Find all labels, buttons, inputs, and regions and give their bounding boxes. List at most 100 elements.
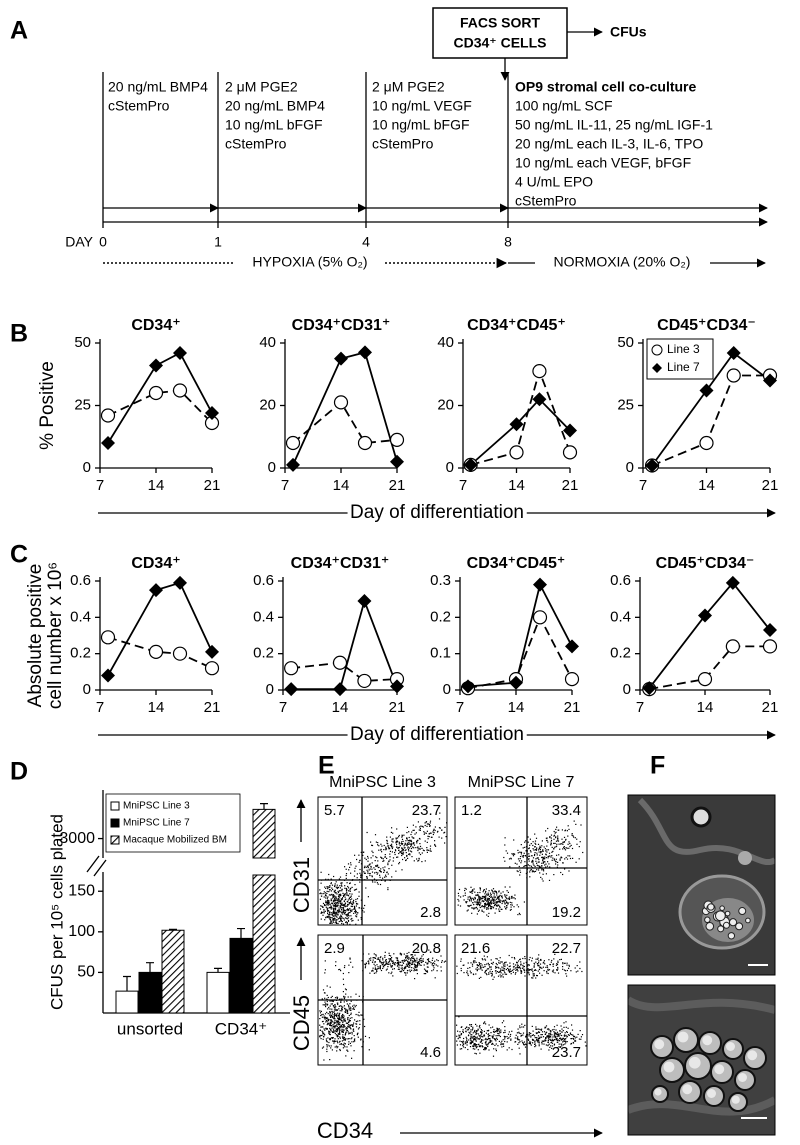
event-dot xyxy=(488,903,490,905)
event-dot xyxy=(512,853,514,856)
event-dot xyxy=(568,967,570,969)
event-dot xyxy=(344,1033,347,1035)
event-dot xyxy=(517,1036,519,1038)
event-dot xyxy=(336,906,338,908)
event-dot xyxy=(550,961,552,963)
event-dot xyxy=(470,1029,472,1031)
event-dot xyxy=(558,843,560,845)
event-dot xyxy=(338,920,340,923)
event-dot xyxy=(400,852,403,855)
event-dot xyxy=(547,968,549,970)
event-dot xyxy=(538,1037,541,1040)
event-dot xyxy=(421,825,423,827)
event-dot xyxy=(563,1022,565,1024)
event-dot xyxy=(506,901,508,903)
event-dot xyxy=(339,1048,341,1051)
event-dot xyxy=(504,902,506,905)
cell-highlight xyxy=(707,1089,716,1098)
event-dot xyxy=(347,1012,349,1014)
x-tick-label: 7 xyxy=(96,477,104,494)
event-dot xyxy=(472,890,474,892)
event-dot xyxy=(486,963,488,965)
event-dot xyxy=(324,1016,326,1018)
event-dot xyxy=(324,1017,326,1019)
legend-box xyxy=(105,793,241,853)
event-dot xyxy=(341,1007,343,1009)
event-dot xyxy=(343,909,345,911)
event-dot xyxy=(504,1031,506,1033)
event-dot xyxy=(495,1048,497,1050)
event-dot xyxy=(478,1038,480,1040)
event-dot xyxy=(332,1015,334,1017)
event-dot xyxy=(569,842,571,845)
event-dot xyxy=(322,914,324,916)
event-dot xyxy=(535,977,537,979)
event-dot xyxy=(473,908,475,910)
event-dot xyxy=(481,905,483,907)
event-dot xyxy=(482,895,484,897)
event-dot xyxy=(378,845,380,847)
event-dot xyxy=(411,842,413,844)
event-dot xyxy=(390,846,393,848)
event-dot xyxy=(358,891,360,893)
event-dot xyxy=(421,955,423,957)
diamond-marker xyxy=(101,436,115,450)
event-dot xyxy=(504,1026,506,1028)
event-dot xyxy=(551,859,553,861)
event-dot xyxy=(348,897,350,899)
event-dot xyxy=(336,911,338,913)
event-dot xyxy=(322,1013,324,1015)
event-dot xyxy=(374,881,376,883)
event-dot xyxy=(483,889,485,891)
event-dot xyxy=(385,963,387,965)
event-dot xyxy=(400,851,402,853)
event-dot xyxy=(374,957,376,959)
event-dot xyxy=(485,1048,487,1050)
event-dot xyxy=(507,1037,509,1040)
event-dot xyxy=(489,1041,492,1043)
event-dot xyxy=(552,969,555,971)
event-dot xyxy=(490,903,492,905)
event-dot xyxy=(319,1012,322,1014)
event-dot xyxy=(415,961,417,963)
event-dot xyxy=(497,966,499,969)
event-dot xyxy=(349,866,351,868)
event-dot xyxy=(538,962,540,964)
event-dot xyxy=(398,861,401,864)
event-dot xyxy=(485,969,488,971)
event-dot xyxy=(327,1003,329,1005)
event-dot xyxy=(500,970,502,972)
event-dot xyxy=(496,1038,498,1040)
event-dot xyxy=(407,965,409,967)
event-dot xyxy=(334,889,336,891)
event-dot xyxy=(527,864,529,866)
event-dot xyxy=(412,961,414,963)
event-dot xyxy=(339,1026,341,1028)
event-dot xyxy=(484,1021,486,1023)
event-dot xyxy=(329,913,331,915)
event-dot xyxy=(344,1018,346,1020)
stage-condition: cStemPro xyxy=(225,136,287,152)
event-dot xyxy=(555,1038,557,1040)
event-dot xyxy=(371,871,374,873)
event-dot xyxy=(528,959,530,961)
event-dot xyxy=(557,835,559,837)
event-dot xyxy=(335,1025,337,1027)
event-dot xyxy=(329,1059,331,1061)
event-dot xyxy=(547,841,549,843)
event-dot xyxy=(434,840,436,842)
event-dot xyxy=(486,893,488,895)
event-dot xyxy=(328,900,330,902)
event-dot xyxy=(321,911,323,913)
event-dot xyxy=(527,836,529,838)
event-dot xyxy=(339,900,342,902)
event-dot xyxy=(480,1039,482,1041)
event-dot xyxy=(344,1026,346,1028)
event-dot xyxy=(492,888,495,890)
event-dot xyxy=(416,842,418,844)
event-dot xyxy=(406,970,409,972)
bar xyxy=(252,808,276,1014)
event-dot xyxy=(506,890,508,892)
event-dot xyxy=(426,825,428,827)
event-dot xyxy=(382,962,384,964)
